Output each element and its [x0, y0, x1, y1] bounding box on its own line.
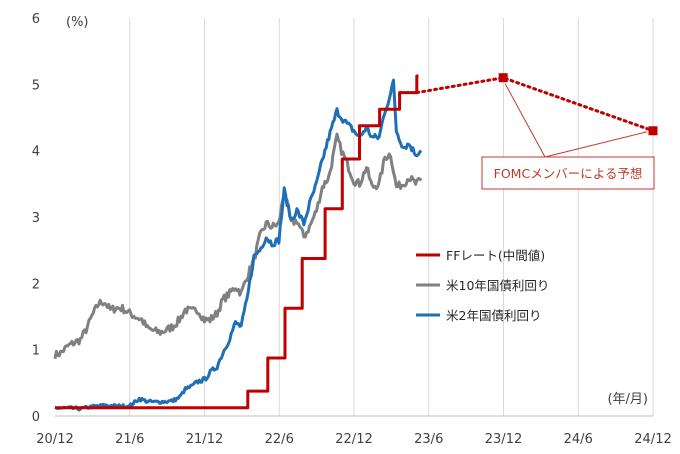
- legend-label-us2y: 米2年国債利回り: [446, 308, 541, 323]
- x-tick-label: 21/12: [186, 432, 223, 447]
- x-tick-label: 22/12: [335, 432, 372, 447]
- x-tick-label: 20/12: [36, 432, 73, 447]
- y-tick-label: 6: [32, 12, 40, 27]
- projection: FOMCメンバーによる予想: [415, 73, 658, 190]
- x-tick-labels: 20/12 21/6 21/12 22/6 22/12 23/6 23/12 24/6 24/1…: [36, 432, 671, 447]
- projection-marker: [498, 73, 508, 83]
- y-unit-label: (%): [66, 15, 89, 30]
- x-tick-label: 22/6: [265, 432, 294, 447]
- x-tick-label: 24/6: [564, 432, 593, 447]
- y-tick-label: 5: [32, 78, 40, 93]
- legend-label-us10y: 米10年国債利回り: [446, 278, 549, 293]
- y-tick-label: 1: [32, 344, 40, 359]
- y-tick-label: 2: [32, 277, 40, 292]
- y-tick-label: 0: [32, 410, 40, 425]
- legend-label-ff: FFレート(中間値): [446, 248, 545, 263]
- projection-marker: [648, 126, 658, 136]
- y-tick-label: 3: [32, 211, 40, 226]
- projection-line: [415, 76, 655, 133]
- callout-box: [481, 156, 655, 190]
- series-line-us2y: [54, 78, 423, 412]
- series-line-ff: [55, 74, 419, 410]
- vertical-gridlines: [129, 18, 654, 416]
- series-lines: [53, 74, 423, 412]
- y-tick-label: 4: [32, 145, 40, 160]
- x-tick-label: 21/6: [115, 432, 144, 447]
- projection-label: FOMCメンバーによる予想: [494, 166, 643, 181]
- x-tick-label: 24/12: [634, 432, 671, 447]
- callout-line: [504, 83, 546, 158]
- callout-line: [544, 131, 648, 158]
- series-line-us10y: [53, 132, 423, 360]
- x-tick-label: 23/12: [485, 432, 522, 447]
- x-tick-label: 23/6: [414, 432, 443, 447]
- y-tick-labels: 0 1 2 3 4 5 6: [32, 12, 40, 425]
- x-unit-label: (年/月): [607, 392, 648, 407]
